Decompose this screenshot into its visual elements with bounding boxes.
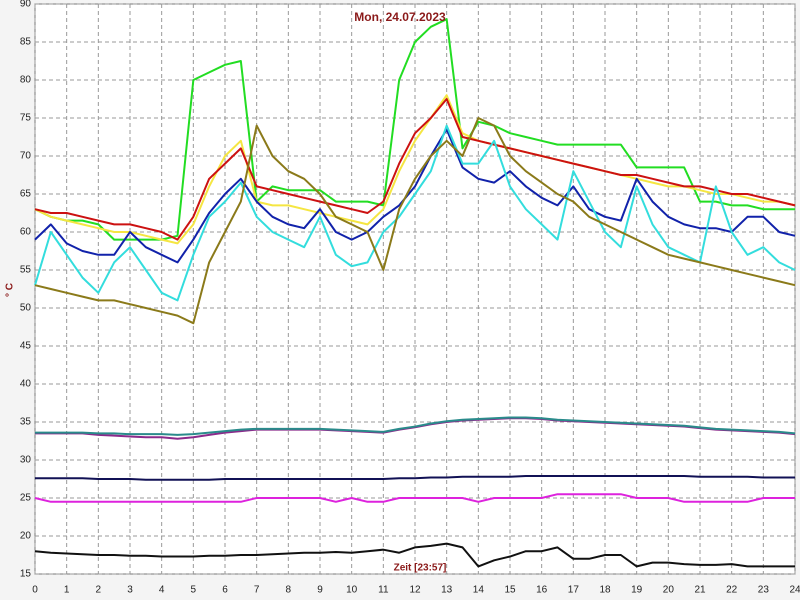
x-tick-label: 19: [631, 585, 643, 596]
y-tick-label: 20: [20, 531, 32, 542]
x-tick-label: 3: [127, 585, 133, 596]
x-tick-label: 14: [473, 585, 485, 596]
data-line: [34, 128, 796, 264]
y-tick-label: 40: [20, 379, 32, 390]
data-line: [34, 542, 795, 568]
grid: [34, 3, 796, 575]
x-tick-label: 22: [726, 585, 738, 596]
x-tick-label: 18: [599, 585, 611, 596]
y-tick-label: 85: [20, 37, 32, 48]
x-tick-label: 16: [536, 585, 548, 596]
data-line: [35, 416, 796, 436]
x-tick-label: 6: [222, 585, 228, 596]
data-line: [34, 124, 796, 302]
x-tick-label: 13: [441, 585, 453, 596]
y-tick-label: 50: [20, 303, 32, 314]
x-tick-label: 2: [96, 585, 102, 596]
x-tick-label: 9: [317, 585, 323, 596]
x-tick-label: 12: [409, 585, 421, 596]
y-tick-label: 80: [20, 75, 32, 86]
x-tick-label: 21: [694, 585, 706, 596]
y-tick-label: 55: [20, 265, 32, 276]
chart-title: Mon, 24.07.2023: [354, 10, 446, 24]
y-tick-label: 90: [20, 0, 32, 10]
y-tick-label: 60: [20, 227, 32, 238]
data-line: [35, 474, 795, 481]
y-tick-label: 25: [20, 493, 32, 504]
x-tick-label: 1: [64, 585, 70, 596]
y-tick-label: 35: [20, 417, 32, 428]
x-tick-label: 23: [758, 585, 770, 596]
y-tick-label: 70: [20, 151, 32, 162]
x-tick-label: 10: [346, 585, 358, 596]
y-tick-label: 45: [20, 341, 32, 352]
x-tick-label: 0: [32, 585, 38, 596]
y-tick-label: 15: [20, 569, 32, 580]
y-tick-label: 30: [20, 455, 32, 466]
x-tick-label: 4: [159, 585, 165, 596]
x-tick-label: 5: [191, 585, 197, 596]
data-line: [34, 98, 796, 241]
x-tick-label: 15: [504, 585, 516, 596]
lines: [34, 18, 796, 568]
y-tick-label: 75: [20, 113, 32, 124]
x-tick-label: 24: [789, 585, 800, 596]
x-tick-label: 11: [378, 585, 389, 596]
data-line: [34, 493, 795, 503]
y-axis-label: ° C: [5, 283, 16, 297]
data-line: [34, 117, 796, 325]
y-tick-label: 65: [20, 189, 32, 200]
annotation: Zeit [23:57]: [394, 563, 447, 574]
x-tick-label: 7: [254, 585, 260, 596]
data-line: [34, 94, 796, 245]
x-tick-label: 17: [568, 585, 580, 596]
x-tick-label: 20: [663, 585, 675, 596]
x-tick-label: 8: [286, 585, 292, 596]
